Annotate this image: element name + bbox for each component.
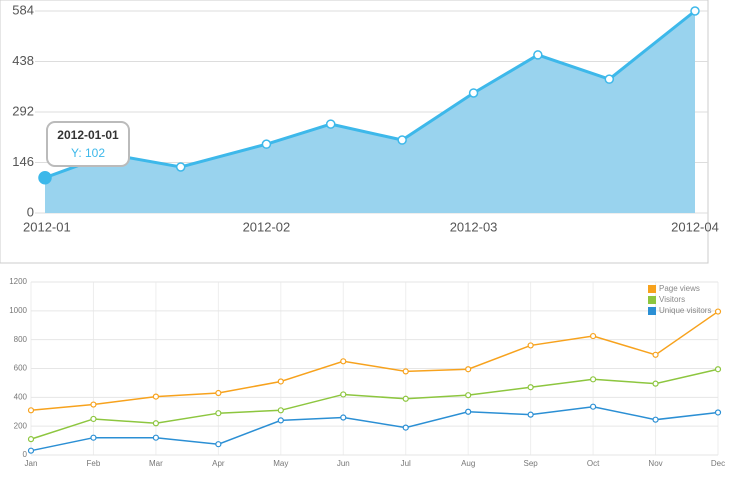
point [714,366,722,373]
y-tick-label: 600 [14,364,28,373]
point [589,403,597,410]
point [215,441,222,448]
point [402,424,409,431]
x-tick-label: Jun [337,459,350,468]
point [652,380,659,387]
point [652,351,659,358]
point [277,417,284,424]
x-tick-label: Feb [87,459,101,468]
legend-label: Visitors [659,295,685,304]
x-tick-label: 2012-02 [243,219,291,234]
point [90,434,97,441]
point [652,416,659,423]
line [30,405,719,452]
point [38,170,52,185]
point [533,50,543,60]
x-tick-label: Aug [461,459,475,468]
point [527,384,534,391]
point [261,139,272,149]
point [402,368,409,375]
point [27,447,35,454]
point [152,420,160,427]
point [152,393,160,400]
point [604,74,615,84]
point [527,342,534,349]
legend-swatch [648,296,656,304]
point [215,410,222,417]
point [468,88,479,98]
point [90,415,97,423]
y-tick-label: 800 [14,335,28,344]
point [340,391,347,398]
x-tick-label: May [273,459,288,468]
legend-label: Page views [659,284,700,293]
point [27,407,35,414]
tooltip-title: 2012-01-01 [57,128,119,142]
y-tick-label: 400 [14,392,28,401]
legend-label: Unique visitors [659,306,711,315]
point [465,392,472,399]
y-tick-label: 200 [14,421,28,430]
y-tick-label: 0 [23,450,28,459]
point [589,376,597,383]
x-tick-label: Nov [648,459,662,468]
y-tick-label: 1200 [9,277,27,286]
point [175,162,186,172]
y-tick-label: 0 [27,204,34,219]
x-tick-label: 2012-03 [450,219,498,234]
point [714,308,722,315]
point [465,366,472,373]
point [215,389,222,397]
x-tick-label: Oct [587,459,600,468]
tooltip-label: Y: 102 [71,146,105,160]
point [27,436,35,443]
area [45,11,695,213]
point [465,408,472,415]
point [90,401,97,408]
point [325,119,336,129]
tooltip [46,121,130,167]
line [44,9,696,180]
line [30,368,719,440]
point [527,411,534,418]
y-tick-label: 438 [12,53,34,68]
point [690,6,700,16]
point [714,409,722,416]
x-tick-label: Sep [524,459,539,468]
x-tick-label: Apr [212,459,225,468]
y-tick-label: 584 [12,2,34,17]
x-tick-label: Jul [401,459,411,468]
y-tick-label: 146 [12,154,34,169]
x-tick-label: Mar [149,459,163,468]
x-tick-label: Dec [711,459,725,468]
point [402,395,409,402]
point [277,378,284,385]
point [589,332,597,340]
y-tick-label: 1000 [9,306,27,315]
point [397,135,407,145]
x-tick-label: Jan [25,459,38,468]
point [340,414,347,421]
y-tick-label: 292 [12,103,34,118]
legend-swatch [648,285,656,293]
x-tick-label: 2012-01 [23,219,71,234]
x-tick-label: 2012-04 [671,219,719,234]
line [30,310,719,412]
point [152,434,160,441]
legend-swatch [648,307,656,315]
point [277,407,284,414]
point [340,358,347,365]
